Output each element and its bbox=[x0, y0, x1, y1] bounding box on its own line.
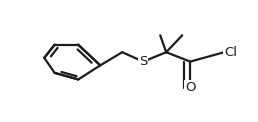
Text: S: S bbox=[139, 55, 147, 68]
Text: O: O bbox=[185, 81, 196, 94]
Text: Cl: Cl bbox=[224, 46, 237, 59]
